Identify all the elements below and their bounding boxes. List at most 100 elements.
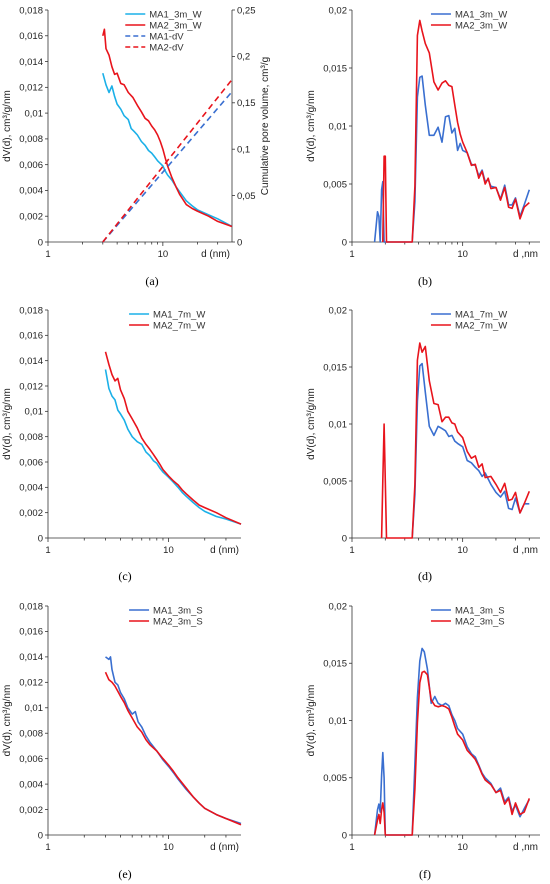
legend-entry: MA1_3m_S xyxy=(455,605,505,616)
chart-panel-b: 0 0,005 0,01 0,015 0,02 1 10 d ,nm dV(d), cm³/g/… xyxy=(306,5,540,288)
x-tick-label: 1 xyxy=(45,545,50,556)
y-tick-label: 0 xyxy=(342,533,347,544)
panel-label: (a) xyxy=(145,274,158,288)
y-tick-label: 0,005 xyxy=(323,476,347,487)
y-tick-label: 0,02 xyxy=(329,601,348,612)
y-tick-label: 0,006 xyxy=(19,457,43,468)
legend-entry: MA2_3m_S xyxy=(153,616,203,627)
series-line-MA1_7m_W xyxy=(411,362,530,539)
y-tick-label: 0,015 xyxy=(323,659,347,670)
y-tick-label: 0,015 xyxy=(323,362,347,373)
series-line-MA1-dV xyxy=(102,91,233,243)
y2-tick-label: 0,25 xyxy=(237,5,256,16)
y-tick-label: 0,004 xyxy=(19,186,43,197)
y2-tick-label: 0,2 xyxy=(237,52,250,63)
x-tick-label: 10 xyxy=(163,545,174,556)
x-tick-label: 1 xyxy=(45,842,50,853)
series-line-MA2_3m_S xyxy=(104,671,242,826)
legend-entry: MA2_7m_W xyxy=(455,320,507,331)
y-tick-label: 0,018 xyxy=(19,305,43,316)
series-line-MA2_3m_S xyxy=(373,670,531,836)
chart-panel-f: 0 0,005 0,01 0,015 0,02 1 10 d ,nm dV(d), cm³/g/… xyxy=(306,601,540,881)
panel-label: (f) xyxy=(419,867,431,881)
y-tick-label: 0,014 xyxy=(19,356,43,367)
x-tick-label: 10 xyxy=(457,545,468,556)
legend-entry: MA1_3m_S xyxy=(153,605,203,616)
y2-tick-label: 0,15 xyxy=(237,98,256,109)
y-tick-label: 0,005 xyxy=(323,773,347,784)
x-tick-label: 10 xyxy=(163,842,174,853)
x-axis-label: d ,nm xyxy=(513,842,538,853)
y-axis-label: dV(d), cm³/g/nm xyxy=(2,90,13,162)
y2-tick-label: 0 xyxy=(237,237,242,248)
series-line-MA1_3m_S xyxy=(105,656,242,825)
legend-entry: MA2_3m_S xyxy=(455,616,505,627)
y-tick-label: 0 xyxy=(342,830,347,841)
y-axis-label: dV(d), cm³/g/nm xyxy=(2,685,13,757)
y-tick-label: 0,014 xyxy=(19,57,43,68)
y-tick-label: 0,015 xyxy=(323,63,347,74)
legend-entry: MA2_3m_W xyxy=(149,20,201,31)
y-tick-label: 0,004 xyxy=(19,483,43,494)
series-line-MA2_3m_W xyxy=(102,28,233,228)
y-tick-label: 0,01 xyxy=(329,121,348,132)
y-tick-label: 0 xyxy=(342,237,347,248)
y-tick-label: 0,002 xyxy=(19,805,43,816)
series-line-MA2-dV xyxy=(102,79,233,243)
y-tick-label: 0,012 xyxy=(19,678,43,689)
chart-panel-c: 0 0,002 0,004 0,006 0,008 0,01 0,012 0,014 0,016… xyxy=(2,305,242,583)
y-tick-label: 0,012 xyxy=(19,381,43,392)
panel-label: (e) xyxy=(118,867,131,881)
y-tick-label: 0 xyxy=(38,237,43,248)
y-tick-label: 0,012 xyxy=(19,83,43,94)
series-line-MA2_3m_W xyxy=(382,19,530,243)
y-tick-label: 0,004 xyxy=(19,779,43,790)
y-tick-label: 0,018 xyxy=(19,5,43,16)
y2-tick-label: 0,1 xyxy=(237,145,250,156)
chart-panel-d: 0 0,005 0,01 0,015 0,02 1 10 d ,nm dV(d), cm³/g/… xyxy=(306,305,540,583)
y-axis-label: dV(d), cm³/g/nm xyxy=(306,388,317,460)
series-line-MA1_7m_W xyxy=(104,369,242,525)
y-tick-label: 0,016 xyxy=(19,331,43,342)
y-tick-label: 0,02 xyxy=(329,5,348,16)
y-tick-label: 0,01 xyxy=(329,716,348,727)
legend-entry: MA1_7m_W xyxy=(455,309,507,320)
y-tick-label: 0,018 xyxy=(19,601,43,612)
y-axis-label: dV(d), cm³/g/nm xyxy=(306,90,317,162)
legend-entry: MA1_7m_W xyxy=(153,309,205,320)
x-tick-label: 10 xyxy=(158,249,169,260)
x-tick-label: 1 xyxy=(349,842,354,853)
panel-label: (b) xyxy=(418,274,432,288)
chart-panel-e: 0 0,002 0,004 0,006 0,008 0,01 0,012 0,014 0,016… xyxy=(2,601,242,881)
y-tick-label: 0,002 xyxy=(19,212,43,223)
legend-entry: MA2_3m_W xyxy=(455,20,507,31)
x-tick-label: 10 xyxy=(457,842,468,853)
y-tick-label: 0 xyxy=(38,533,43,544)
y2-axis-label: Cumulative pore volume, cm³/g xyxy=(260,57,271,195)
panel-label: (d) xyxy=(418,569,432,583)
y-tick-label: 0,016 xyxy=(19,627,43,638)
legend-entry: MA2-dV xyxy=(149,42,184,53)
x-tick-label: 1 xyxy=(349,545,354,556)
y2-tick-label: 0,05 xyxy=(237,191,256,202)
x-tick-label: 1 xyxy=(349,249,354,260)
y-axis-label: dV(d), cm³/g/nm xyxy=(2,388,13,460)
series-line-MA2_7m_W xyxy=(380,342,531,539)
x-axis-label: d (nm) xyxy=(210,545,239,556)
chart-panel-a: 0 0,002 0,004 0,006 0,008 0,01 0,012 0,014 0,016… xyxy=(2,5,271,288)
y-tick-label: 0,01 xyxy=(25,108,44,119)
x-tick-label: 1 xyxy=(45,249,50,260)
y-tick-label: 0,016 xyxy=(19,31,43,42)
legend-entry: MA1_3m_W xyxy=(149,9,201,20)
y-tick-label: 0,006 xyxy=(19,754,43,765)
legend-entry: MA1_3m_W xyxy=(455,9,507,20)
y-tick-label: 0,008 xyxy=(19,729,43,740)
y-tick-label: 0 xyxy=(38,830,43,841)
y-axis-label: dV(d), cm³/g/nm xyxy=(306,685,317,757)
y-tick-label: 0,01 xyxy=(329,419,348,430)
panel-label: (c) xyxy=(118,569,131,583)
y-tick-label: 0,008 xyxy=(19,432,43,443)
y-tick-label: 0,01 xyxy=(25,703,44,714)
legend-entry: MA1-dV xyxy=(149,31,184,42)
